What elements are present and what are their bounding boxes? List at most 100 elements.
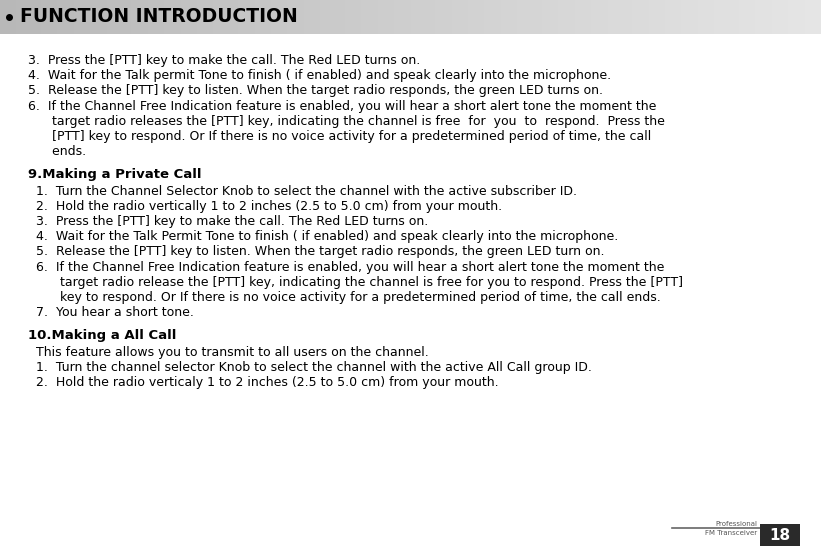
Bar	[706, 0, 714, 34]
Bar	[509, 0, 517, 34]
Bar	[49, 0, 57, 34]
Bar	[419, 0, 427, 34]
Bar	[57, 0, 66, 34]
Bar	[140, 0, 148, 34]
Bar	[82, 0, 90, 34]
Text: 18: 18	[769, 527, 791, 542]
Bar	[287, 0, 296, 34]
Bar	[107, 0, 115, 34]
Bar	[722, 0, 731, 34]
Text: Professional: Professional	[715, 521, 757, 527]
Bar	[665, 0, 673, 34]
Bar	[148, 0, 156, 34]
Bar	[534, 0, 542, 34]
Bar	[690, 0, 698, 34]
Bar	[33, 0, 41, 34]
Bar	[320, 0, 328, 34]
Bar	[435, 0, 443, 34]
Bar	[739, 0, 747, 34]
Bar	[476, 0, 484, 34]
Bar	[8, 0, 16, 34]
Text: FM Transceiver: FM Transceiver	[705, 530, 757, 536]
Bar	[337, 0, 345, 34]
Bar	[213, 0, 222, 34]
Bar	[657, 0, 665, 34]
Bar	[698, 0, 706, 34]
Bar	[25, 0, 33, 34]
Bar	[90, 0, 99, 34]
Text: 6.  If the Channel Free Indication feature is enabled, you will hear a short ale: 6. If the Channel Free Indication featur…	[28, 260, 664, 274]
Bar	[255, 0, 263, 34]
Bar	[172, 0, 181, 34]
Bar	[813, 0, 821, 34]
Bar	[123, 0, 131, 34]
Text: 4.  Wait for the Talk permit Tone to finish ( if enabled) and speak clearly into: 4. Wait for the Talk permit Tone to fini…	[28, 69, 611, 82]
Bar	[566, 0, 575, 34]
Bar	[369, 0, 378, 34]
Text: [PTT] key to respond. Or If there is no voice activity for a predetermined perio: [PTT] key to respond. Or If there is no …	[28, 130, 651, 143]
Bar	[197, 0, 205, 34]
Bar	[616, 0, 624, 34]
Bar	[410, 0, 419, 34]
Bar	[747, 0, 755, 34]
Bar	[164, 0, 172, 34]
Bar	[238, 0, 246, 34]
Bar	[328, 0, 337, 34]
Bar	[181, 0, 189, 34]
Bar	[99, 0, 107, 34]
Bar	[66, 0, 74, 34]
Bar	[41, 0, 49, 34]
Bar	[115, 0, 123, 34]
Text: 9.Making a Private Call: 9.Making a Private Call	[28, 168, 201, 181]
Bar	[558, 0, 566, 34]
Text: This feature allows you to transmit to all users on the channel.: This feature allows you to transmit to a…	[28, 346, 429, 358]
Bar	[156, 0, 164, 34]
Bar	[517, 0, 525, 34]
Bar	[427, 0, 435, 34]
Bar	[468, 0, 476, 34]
Bar	[230, 0, 238, 34]
Bar	[780, 0, 788, 34]
Text: 2.  Hold the radio verticaly 1 to 2 inches (2.5 to 5.0 cm) from your mouth.: 2. Hold the radio verticaly 1 to 2 inche…	[28, 376, 498, 389]
Bar	[575, 0, 583, 34]
Bar	[805, 0, 813, 34]
Bar	[443, 0, 452, 34]
Bar	[796, 0, 805, 34]
Bar	[640, 0, 649, 34]
Text: 10.Making a All Call: 10.Making a All Call	[28, 330, 177, 342]
Bar	[772, 0, 780, 34]
Bar	[386, 0, 394, 34]
Bar	[583, 0, 591, 34]
Text: 3.  Press the [PTT] key to make the call. The Red LED turns on.: 3. Press the [PTT] key to make the call.…	[28, 54, 420, 67]
Bar	[378, 0, 386, 34]
Bar	[764, 0, 772, 34]
Text: target radio release the [PTT] key, indicating the channel is free for you to re: target radio release the [PTT] key, indi…	[28, 276, 683, 289]
Bar	[599, 0, 608, 34]
Text: FUNCTION INTRODUCTION: FUNCTION INTRODUCTION	[20, 8, 298, 27]
Bar	[131, 0, 140, 34]
Text: 7.  You hear a short tone.: 7. You hear a short tone.	[28, 306, 194, 319]
Bar	[501, 0, 509, 34]
Bar	[222, 0, 230, 34]
Text: 6.  If the Channel Free Indication feature is enabled, you will hear a short ale: 6. If the Channel Free Indication featur…	[28, 100, 656, 112]
Bar	[263, 0, 271, 34]
Text: 1.  Turn the Channel Selector Knob to select the channel with the active subscri: 1. Turn the Channel Selector Knob to sel…	[28, 184, 577, 198]
Text: 1.  Turn the channel selector Knob to select the channel with the active All Cal: 1. Turn the channel selector Knob to sel…	[28, 361, 592, 374]
Bar	[714, 0, 722, 34]
Bar	[394, 0, 402, 34]
Bar	[402, 0, 410, 34]
Bar	[493, 0, 501, 34]
Bar	[681, 0, 690, 34]
Bar	[304, 0, 312, 34]
Bar	[649, 0, 657, 34]
Bar	[550, 0, 558, 34]
Bar	[608, 0, 616, 34]
Text: ends.: ends.	[28, 145, 86, 158]
Bar	[296, 0, 304, 34]
Bar	[624, 0, 632, 34]
Bar	[271, 0, 279, 34]
Text: target radio releases the [PTT] key, indicating the channel is free  for  you  t: target radio releases the [PTT] key, ind…	[28, 115, 665, 128]
Bar	[591, 0, 599, 34]
Bar	[353, 0, 361, 34]
Bar	[312, 0, 320, 34]
